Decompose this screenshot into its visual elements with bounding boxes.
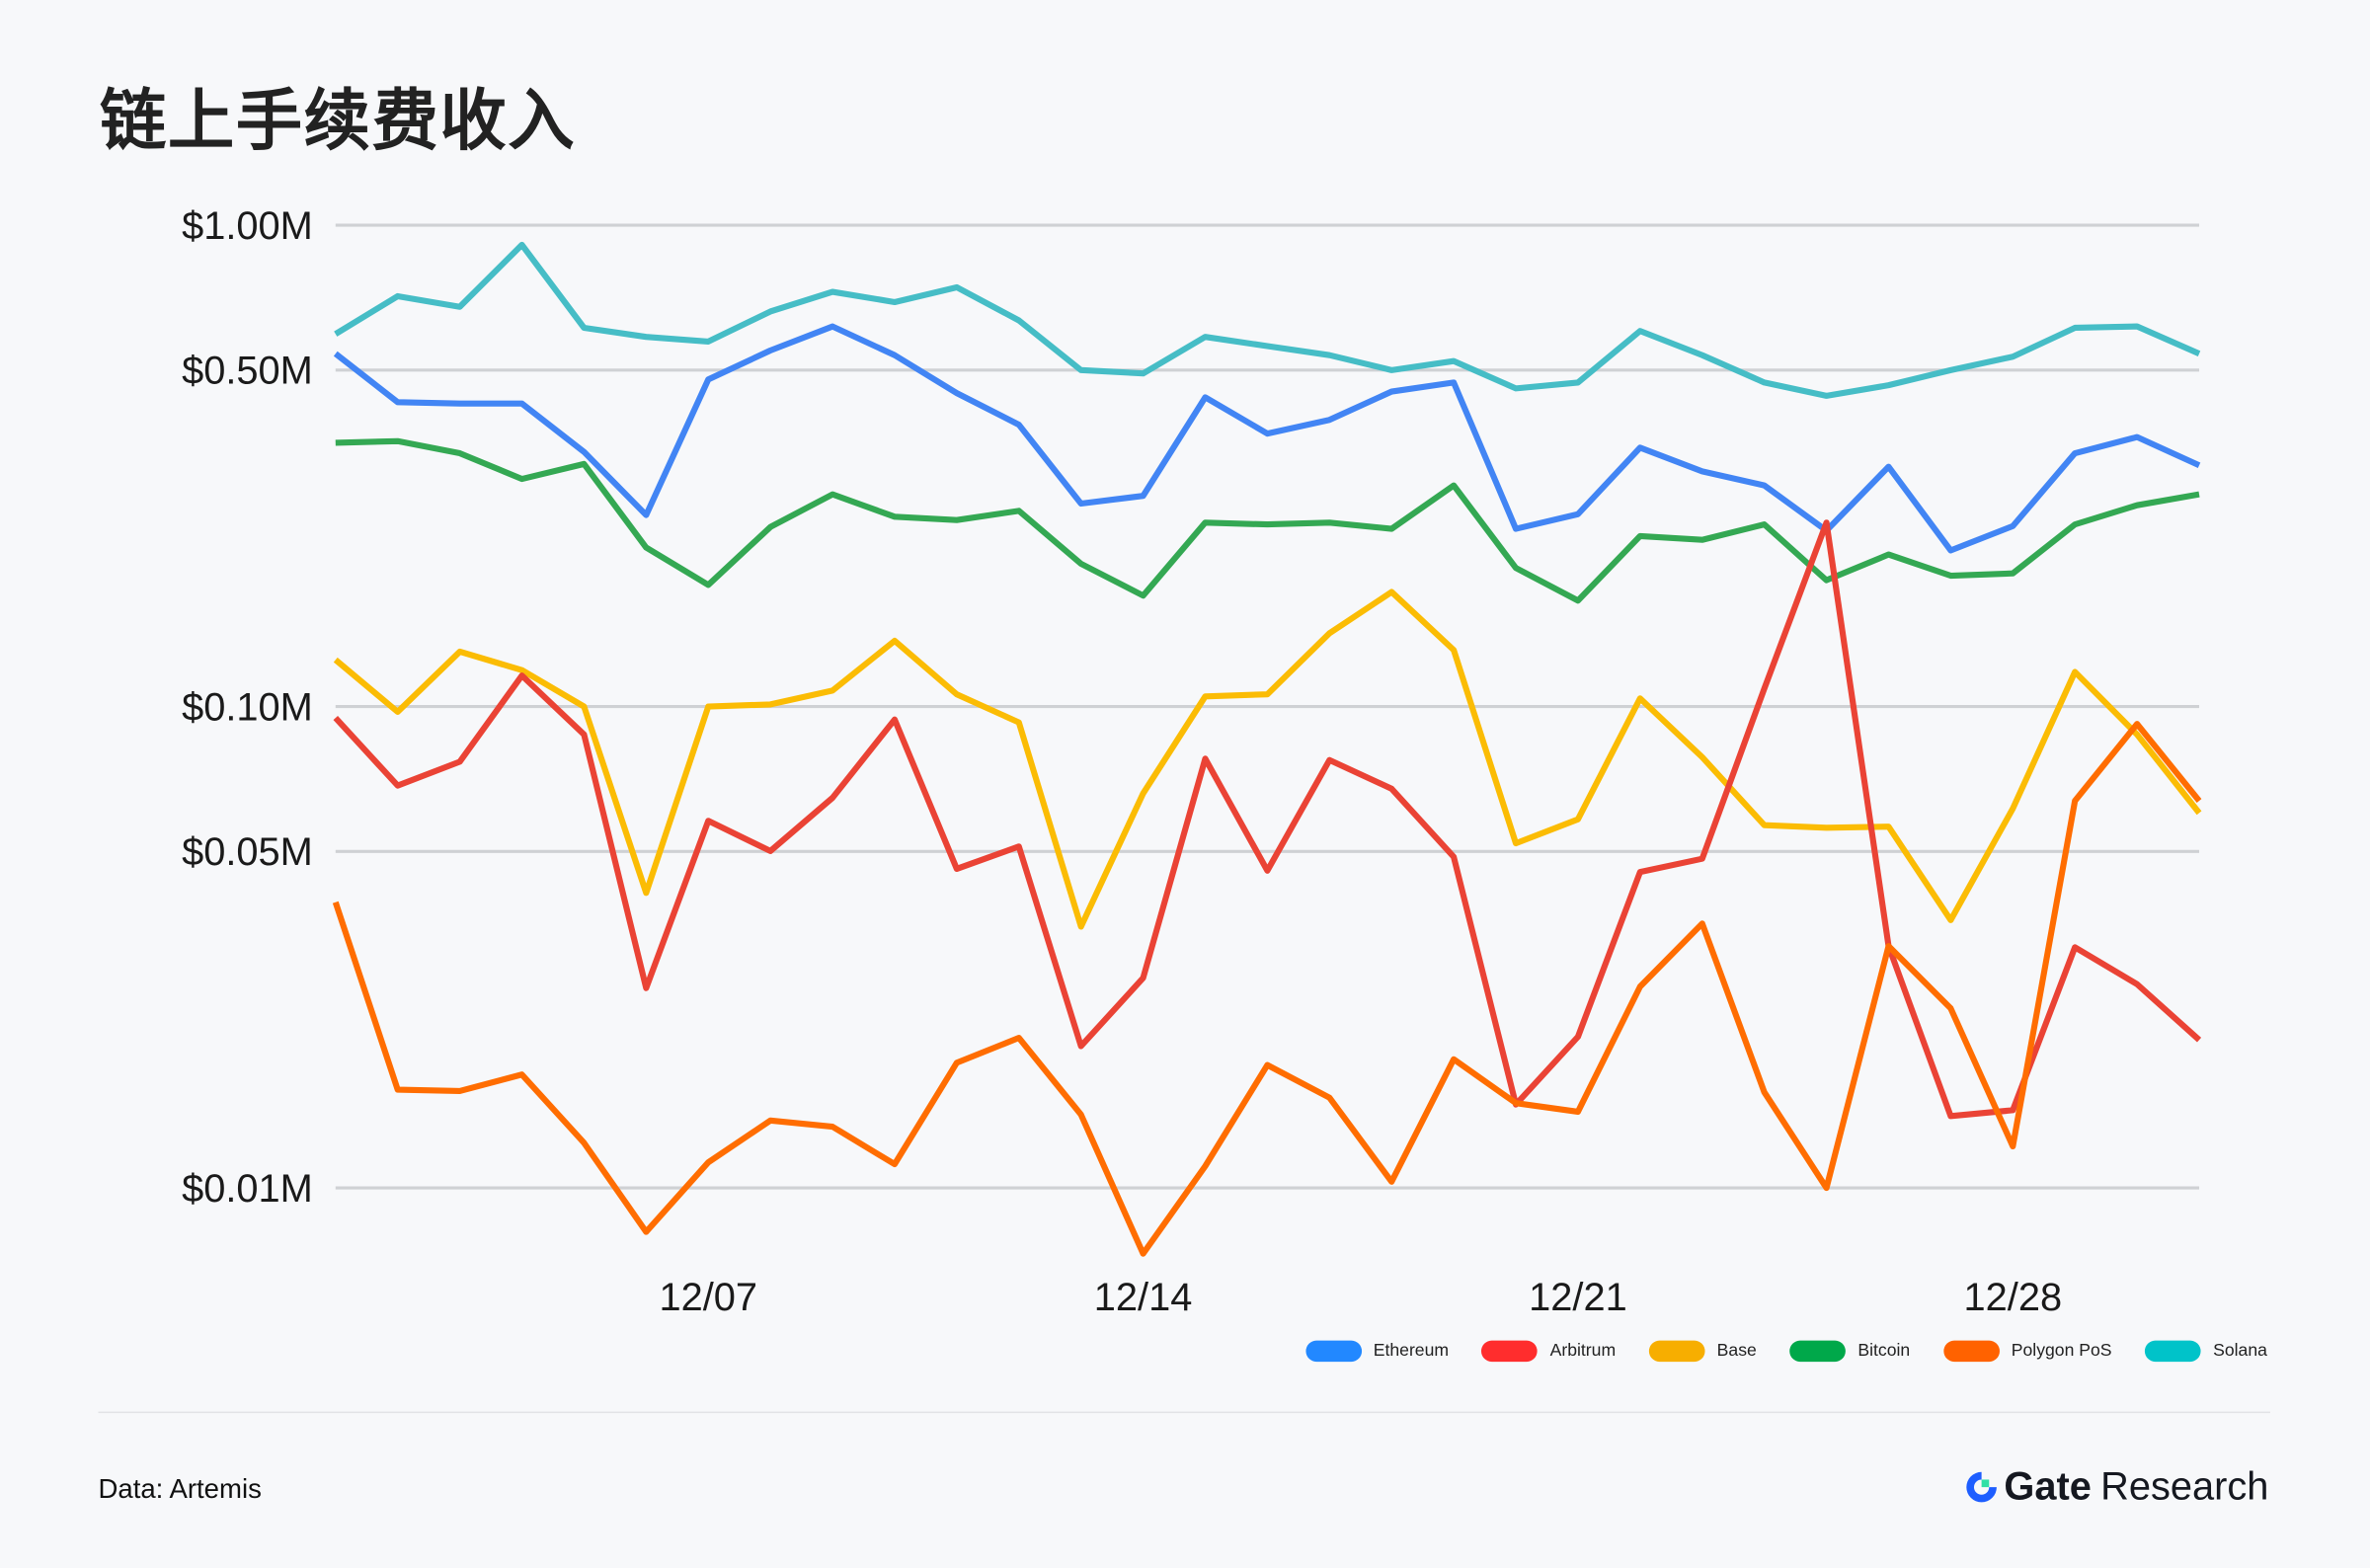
series-line-base: [333, 588, 2202, 930]
legend-item: Ethereum: [1304, 1340, 1450, 1363]
legend-swatch: [1304, 1340, 1362, 1363]
legend-swatch: [1789, 1340, 1847, 1363]
legend-label: Solana: [2213, 1342, 2267, 1361]
gate-research-logo: Gate Research: [1963, 1463, 2268, 1510]
x-tick-label: 12/07: [659, 1276, 757, 1319]
series-line-arbitrum: [333, 519, 2202, 1120]
legend-item: Arbitrum: [1481, 1340, 1617, 1363]
legend-label: Polygon PoS: [2011, 1342, 2112, 1361]
y-tick-label: $0.01M: [182, 1167, 313, 1211]
series-line-polygon-pos: [332, 721, 2202, 1257]
series-line-bitcoin: [335, 437, 2200, 604]
y-tick-label: $0.50M: [182, 350, 313, 393]
gate-logo-icon: [1966, 1471, 1997, 1502]
logo-suffix: Research: [2100, 1462, 2269, 1509]
series-line-ethereum: [333, 323, 2201, 554]
legend-swatch: [1481, 1340, 1539, 1363]
legend-item: Base: [1648, 1340, 1757, 1363]
x-tick-label: 12/14: [1094, 1276, 1193, 1319]
legend-label: Base: [1716, 1342, 1757, 1361]
legend-label: Bitcoin: [1857, 1342, 1911, 1361]
y-tick-label: $0.05M: [182, 830, 313, 874]
logo-brand: Gate: [2004, 1462, 2092, 1509]
data-source: Data: Artemis: [98, 1473, 262, 1504]
y-tick-label: $1.00M: [182, 204, 313, 248]
series-line-solana: [334, 241, 2201, 399]
x-tick-label: 12/28: [1964, 1276, 2063, 1319]
legend: Ethereum Arbitrum Base Bitcoin Polygon PoS So…: [1304, 1340, 2267, 1363]
legend-item: Solana: [2145, 1340, 2267, 1363]
legend-swatch: [2145, 1340, 2201, 1363]
legend-swatch: [1648, 1340, 1705, 1363]
footer-divider: [98, 1411, 2270, 1414]
legend-swatch: [1942, 1340, 2000, 1363]
x-tick-label: 12/21: [1529, 1276, 1627, 1319]
legend-item: Polygon PoS: [1942, 1340, 2112, 1363]
legend-label: Arbitrum: [1549, 1342, 1617, 1361]
page-title: 链上手续费收入: [100, 83, 577, 161]
legend-item: Bitcoin: [1789, 1340, 1911, 1363]
legend-label: Ethereum: [1373, 1342, 1450, 1361]
y-tick-label: $0.10M: [182, 685, 313, 729]
